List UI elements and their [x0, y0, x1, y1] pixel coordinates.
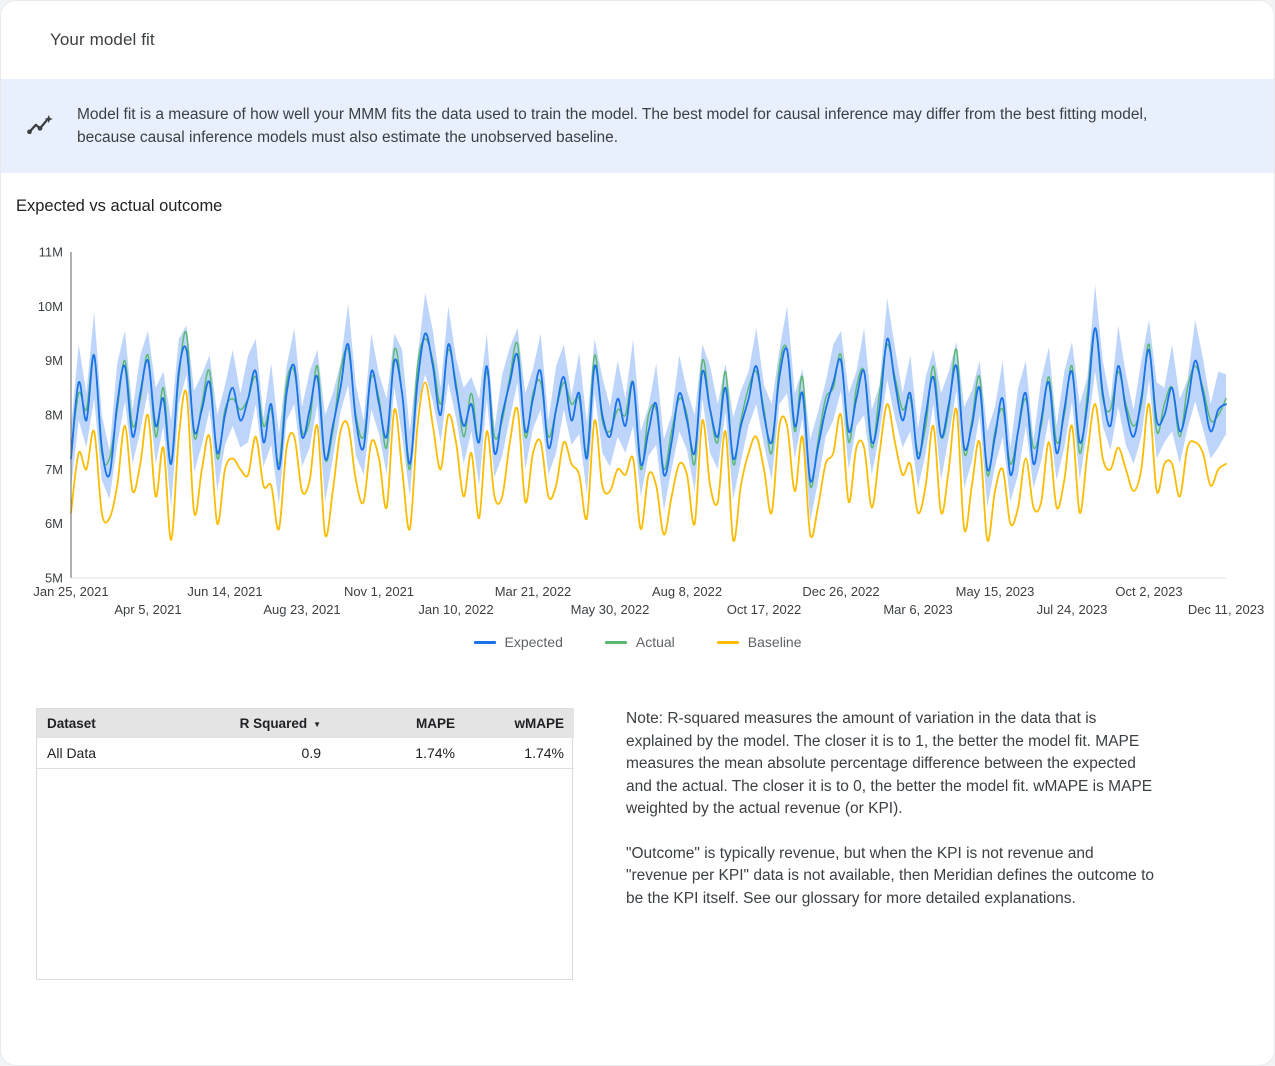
x-axis-tick-label: Jan 25, 2021 [33, 584, 108, 599]
x-axis-tick-label: Nov 1, 2021 [344, 584, 414, 599]
x-axis-tick-label: Aug 23, 2021 [263, 602, 340, 617]
x-axis-tick-label: Mar 6, 2023 [883, 602, 952, 617]
info-banner-text: Model fit is a measure of how well your … [77, 106, 1148, 146]
x-axis-tick-label: Jun 14, 2021 [187, 584, 262, 599]
column-label: wMAPE [514, 716, 564, 731]
legend-label: Baseline [747, 634, 802, 650]
table-row: All Data 0.9 1.74% 1.74% [37, 738, 574, 769]
page-header: Your model fit [1, 1, 1274, 79]
model-fit-table-container: Dataset R Squared ▼ MAPE wMAPE All Data 0.… [36, 708, 574, 980]
y-axis-tick-label: 9M [45, 353, 63, 368]
x-axis-tick-label: Mar 21, 2022 [495, 584, 572, 599]
table-cell: 0.9 [207, 738, 331, 769]
y-axis-tick-label: 6M [45, 516, 63, 531]
y-axis-tick-label: 10M [38, 299, 63, 314]
page-title: Your model fit [50, 30, 155, 49]
legend-label: Expected [504, 634, 563, 650]
content-columns: Dataset R Squared ▼ MAPE wMAPE All Data 0.… [36, 708, 1239, 980]
legend-item-baseline[interactable]: Baseline [716, 634, 802, 650]
y-axis-tick-label: 11M [39, 245, 63, 260]
x-axis-tick-label: May 30, 2022 [571, 602, 650, 617]
model-fit-table: Dataset R Squared ▼ MAPE wMAPE All Data 0.… [37, 709, 574, 769]
chart-line-expected [70, 327, 1227, 483]
y-axis-tick-label: 5M [45, 571, 63, 586]
note-text: Note: R-squared measures the amount of v… [626, 708, 1158, 910]
x-axis-tick-label: Jul 24, 2023 [1037, 602, 1108, 617]
y-axis-tick-label: 8M [45, 408, 63, 423]
table-header-row: Dataset R Squared ▼ MAPE wMAPE [37, 709, 574, 738]
model-fit-chart-svg: 5M 6M 7M 8M 9M 10M 11M Jan 25, 2021 Apr 5, 2021 J… [33, 245, 1264, 618]
info-banner: Model fit is a measure of how well your … [1, 79, 1274, 173]
column-header-r-squared[interactable]: R Squared ▼ [207, 709, 331, 738]
x-axis-tick-label: May 15, 2023 [956, 584, 1035, 599]
note-paragraph-1: Note: R-squared measures the amount of v… [626, 710, 1153, 817]
legend-swatch [604, 640, 627, 644]
legend-swatch [473, 640, 496, 644]
chart-line-baseline [70, 381, 1227, 542]
column-header-wmape[interactable]: wMAPE [465, 709, 574, 738]
x-axis-tick-label: Jan 10, 2022 [418, 602, 493, 617]
column-label: MAPE [415, 716, 455, 731]
column-label: Dataset [47, 716, 96, 731]
column-label: R Squared [239, 716, 308, 731]
model-fit-chart[interactable]: 5M 6M 7M 8M 9M 10M 11M Jan 25, 2021 Apr 5, 2021 J… [1, 238, 1274, 630]
x-axis-tick-label: Oct 17, 2022 [727, 602, 801, 617]
legend-swatch [716, 640, 739, 644]
table-body: All Data 0.9 1.74% 1.74% [37, 738, 574, 769]
column-header-mape[interactable]: MAPE [331, 709, 465, 738]
x-axis-tick-label: Dec 11, 2023 [1188, 602, 1264, 617]
x-axis-tick-label: Oct 2, 2023 [1115, 584, 1182, 599]
column-header-dataset[interactable]: Dataset [37, 709, 207, 738]
legend-item-actual[interactable]: Actual [604, 634, 675, 650]
table-cell: 1.74% [331, 738, 465, 769]
note-paragraph-2: "Outcome" is typically revenue, but when… [626, 844, 1154, 907]
chart-credible-interval-band [71, 284, 1226, 521]
legend-label: Actual [635, 634, 675, 650]
chart-section-title: Expected vs actual outcome [16, 197, 223, 215]
chart-legend: Expected Actual Baseline [1, 632, 1274, 652]
x-axis-tick-label: Apr 5, 2021 [114, 602, 181, 617]
sort-descending-icon: ▼ [313, 720, 321, 729]
x-axis-tick-label: Aug 8, 2022 [652, 584, 722, 599]
y-axis-tick-label: 7M [45, 462, 63, 477]
x-axis-tick-label: Dec 26, 2022 [802, 584, 879, 599]
insights-icon [26, 112, 54, 140]
table-cell: All Data [37, 738, 207, 769]
table-cell: 1.74% [465, 738, 574, 769]
legend-item-expected[interactable]: Expected [473, 634, 563, 650]
